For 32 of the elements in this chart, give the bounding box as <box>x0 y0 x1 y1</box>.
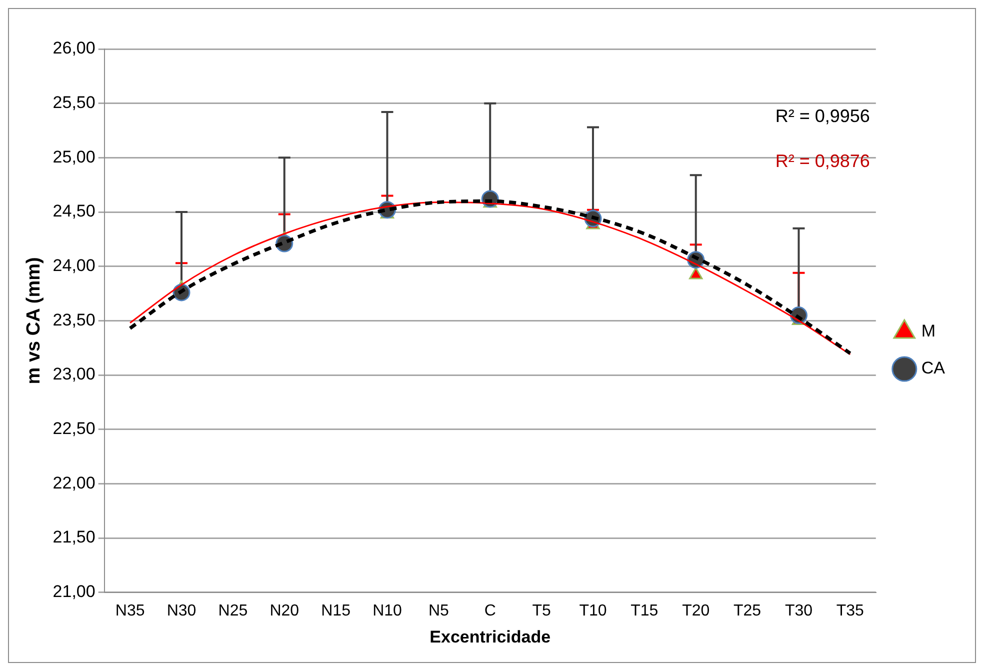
x-tick-label: N10 <box>372 602 402 620</box>
x-tick-label: T10 <box>579 602 607 620</box>
x-tick-label: T30 <box>784 602 813 620</box>
y-tick-label: 25,50 <box>52 93 96 112</box>
x-tick-label: N15 <box>321 602 351 620</box>
x-axis-title: Excentricidade <box>430 627 551 646</box>
x-tick-label: T20 <box>682 602 710 620</box>
y-tick-label: 21,00 <box>52 582 96 602</box>
y-tick-label: 25,00 <box>52 147 96 166</box>
y-tick-label: 24,00 <box>52 256 96 276</box>
y-tick-label: 24,50 <box>52 202 96 221</box>
x-tick-label: T25 <box>734 602 762 620</box>
annotation: R² = 0,9876 <box>775 150 870 171</box>
x-tick-label: N25 <box>218 602 248 620</box>
x-tick-label: N5 <box>428 602 450 620</box>
y-axis-title: m vs CA (mm) <box>24 257 45 384</box>
x-tick-label: T15 <box>630 602 658 620</box>
x-tick-label: N35 <box>115 602 145 620</box>
x-tick-label: N30 <box>166 602 196 620</box>
y-tick-label: 22,50 <box>52 419 96 438</box>
y-tick-label: 23,00 <box>52 364 96 384</box>
annotation: R² = 0,9956 <box>775 106 870 126</box>
x-tick-label: T5 <box>532 602 551 620</box>
x-tick-label: T35 <box>836 602 864 620</box>
x-tick-label: C <box>484 602 496 620</box>
x-tick-label: N20 <box>270 602 300 620</box>
legend-label: M <box>921 322 936 341</box>
y-tick-label: 23,50 <box>52 310 96 330</box>
y-tick-label: 22,00 <box>52 473 96 492</box>
legend-label: CA <box>921 358 946 378</box>
y-tick-label: 26,00 <box>52 38 96 58</box>
y-tick-label: 21,50 <box>52 528 96 547</box>
